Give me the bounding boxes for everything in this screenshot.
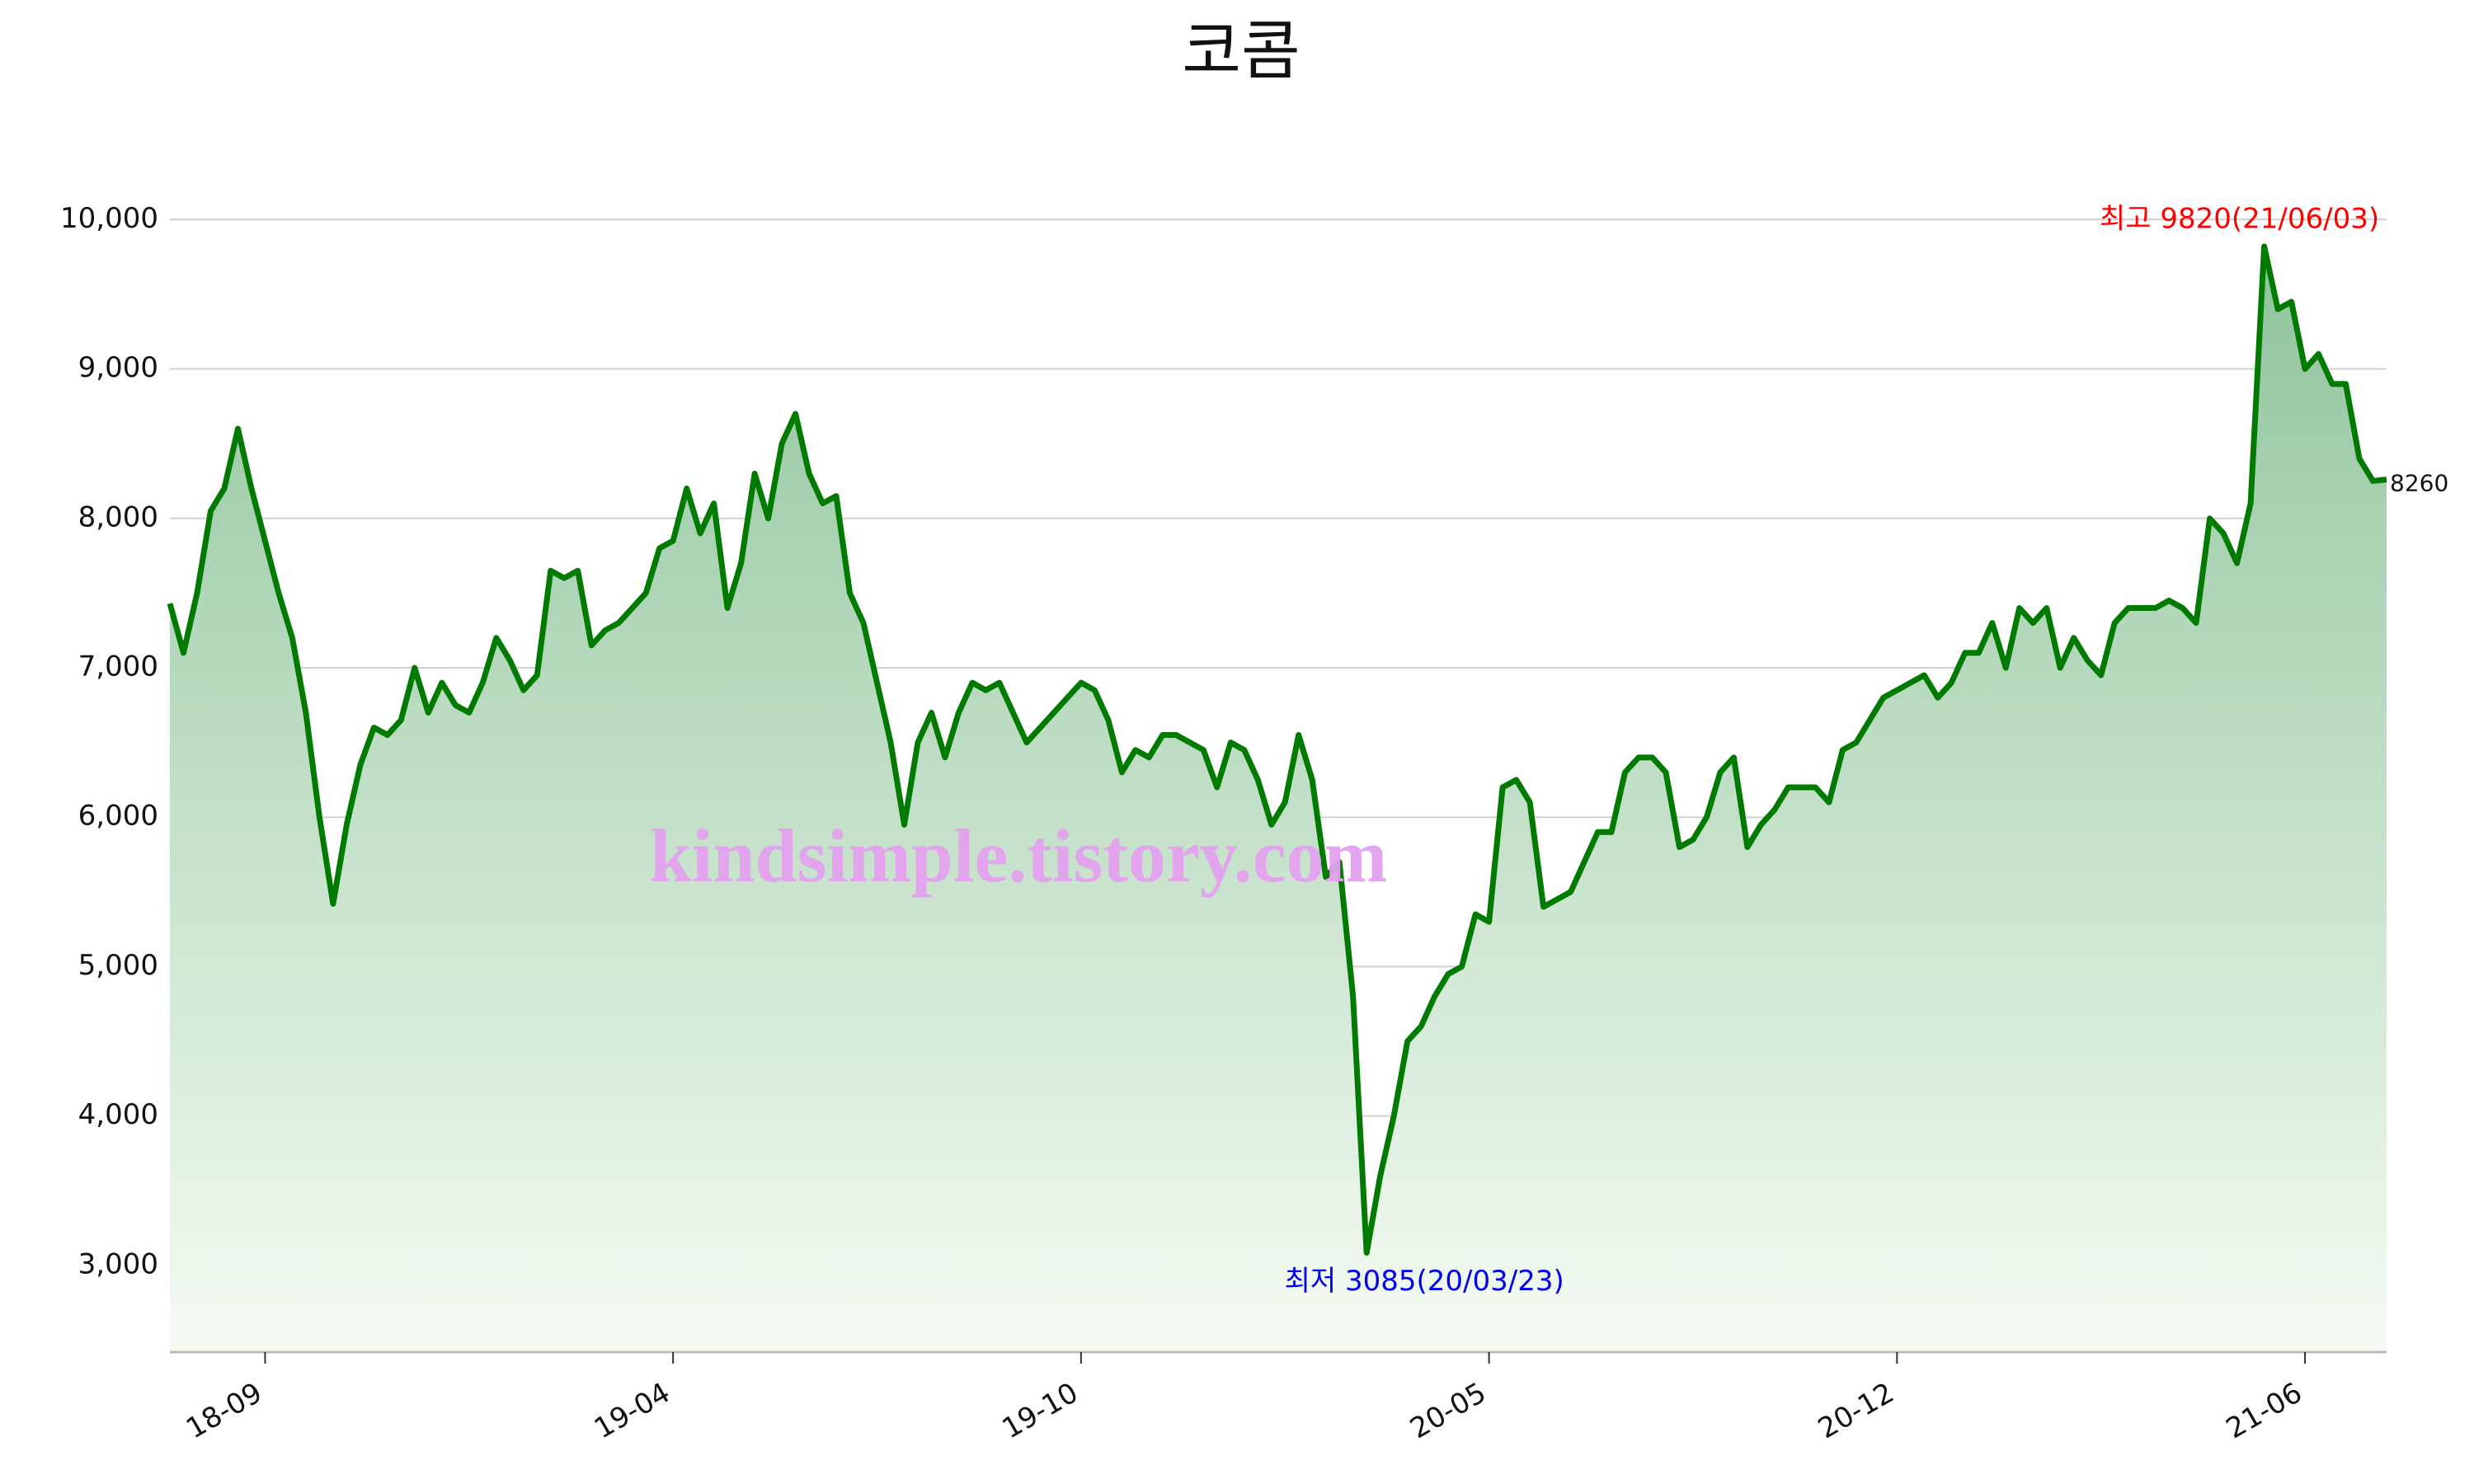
x-tick-label: 19-04 [589, 1376, 676, 1445]
x-tick-label: 20-12 [1813, 1376, 1900, 1445]
y-tick-label: 8,000 [78, 500, 158, 533]
y-tick-label: 6,000 [78, 800, 158, 833]
max-annotation: 최고 9820(21/06/03) [2100, 202, 2379, 235]
x-tick-label: 20-05 [1404, 1376, 1492, 1445]
price-line [167, 243, 2387, 1256]
area [170, 246, 2387, 1352]
min-annotation: 최저 3085(20/03/23) [1285, 1265, 1564, 1298]
x-tick-label: 18-09 [181, 1376, 268, 1445]
y-tick-label: 4,000 [78, 1098, 158, 1131]
watermark: kindsimple.tistory.com [650, 814, 1387, 898]
x-tick-label: 19-10 [997, 1376, 1084, 1445]
last-value-label: 8260 [2390, 470, 2448, 497]
chart-title: 코콤 [1182, 14, 1300, 88]
y-tick-label: 9,000 [78, 351, 158, 384]
y-tick-label: 7,000 [78, 650, 158, 683]
y-tick-label: 5,000 [78, 949, 158, 982]
y-tick-label: 3,000 [78, 1247, 158, 1280]
x-tick-label: 21-06 [2221, 1376, 2308, 1445]
y-tick-label: 10,000 [60, 202, 158, 235]
